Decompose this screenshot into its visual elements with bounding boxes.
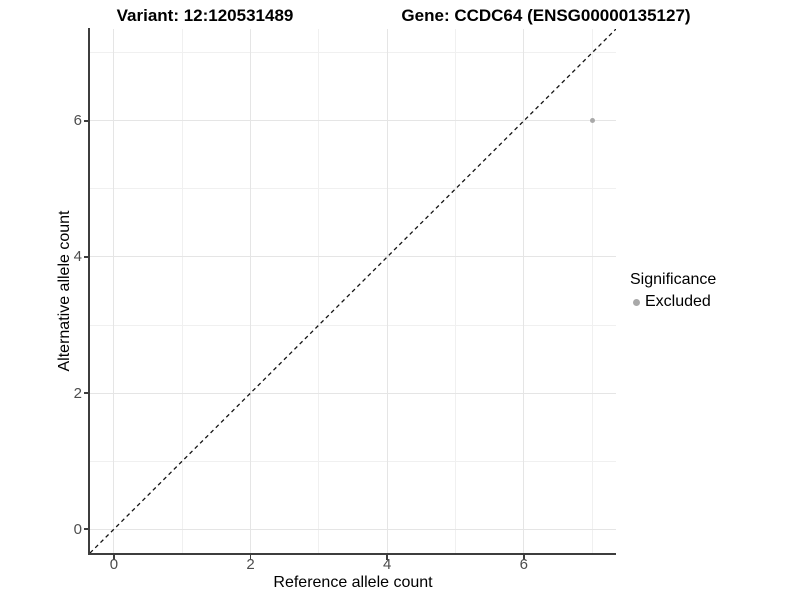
variant-title: Variant: 12:120531489 — [116, 6, 294, 25]
x-tick — [113, 555, 115, 560]
x-axis-line — [88, 553, 616, 555]
x-tick — [523, 555, 525, 560]
major-gridline-h — [90, 256, 616, 258]
major-gridline-v — [113, 29, 115, 553]
y-tick — [83, 392, 88, 394]
minor-gridline-h — [90, 324, 616, 326]
gene-title: Gene: CCDC64 (ENSG00000135127) — [401, 6, 691, 25]
data-point — [589, 118, 595, 124]
minor-gridline-v — [318, 29, 320, 553]
legend-key-dot-icon — [633, 298, 640, 306]
identity-line — [90, 29, 616, 553]
x-axis-title: Reference allele count — [273, 574, 433, 591]
x-tick-label: 2 — [246, 556, 255, 573]
legend: Significance Excluded — [629, 271, 716, 311]
y-axis-title: Alternative allele count — [56, 210, 73, 372]
major-gridline-v — [523, 29, 525, 553]
x-tick-label: 6 — [519, 556, 528, 573]
minor-gridline-h — [90, 460, 616, 462]
x-tick — [249, 555, 252, 560]
y-tick-label: 6 — [73, 112, 82, 130]
y-tick-label: 2 — [73, 384, 82, 402]
legend-item-label: Excluded — [645, 293, 711, 310]
x-tick-label: 4 — [382, 556, 392, 573]
y-tick — [83, 528, 88, 530]
minor-gridline-v — [181, 29, 183, 553]
minor-gridline-h — [90, 52, 616, 54]
legend-title: Significance — [630, 271, 717, 288]
y-tick-label: 0 — [73, 520, 82, 538]
y-axis-line — [88, 28, 90, 555]
major-gridline-h — [90, 392, 616, 394]
plot-panel — [90, 29, 616, 553]
y-tick-label: 4 — [73, 248, 82, 266]
major-gridline-v — [386, 29, 388, 553]
x-tick — [386, 555, 388, 560]
y-tick — [83, 120, 88, 122]
minor-gridline-v — [454, 29, 456, 553]
minor-gridline-v — [591, 29, 593, 553]
major-gridline-h — [90, 528, 616, 530]
y-tick — [83, 256, 88, 258]
x-tick-label: 0 — [109, 556, 119, 573]
legend-item: Excluded — [633, 293, 716, 311]
major-gridline-h — [90, 120, 616, 122]
legend-items: Excluded — [629, 293, 716, 311]
major-gridline-v — [250, 29, 252, 553]
minor-gridline-h — [90, 188, 616, 190]
